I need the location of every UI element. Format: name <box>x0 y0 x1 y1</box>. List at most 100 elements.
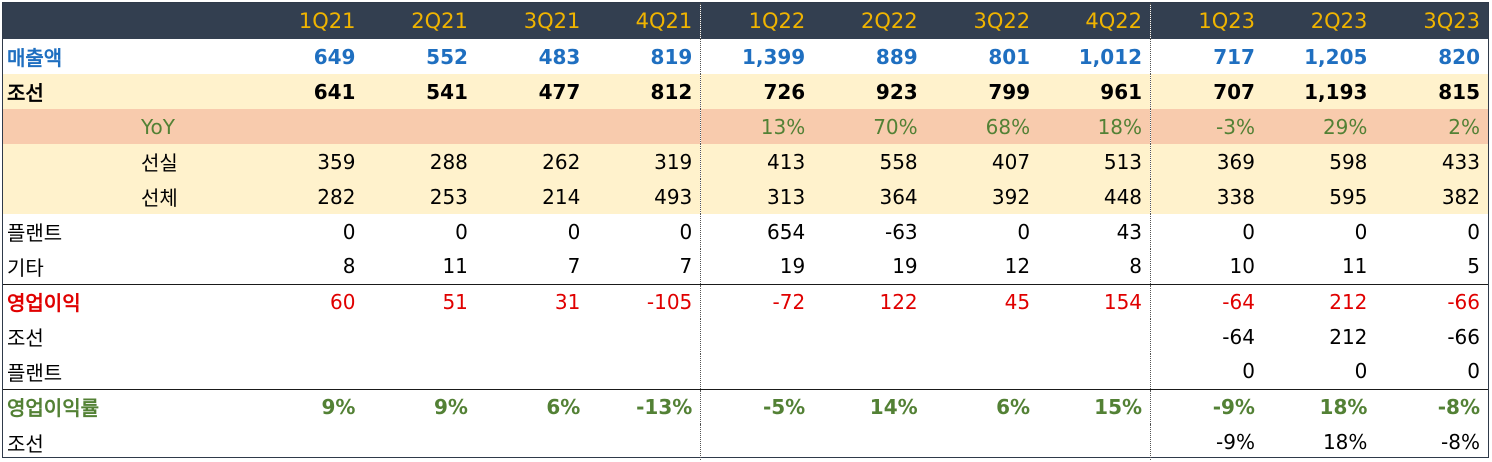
table-cell <box>1038 354 1152 389</box>
table-cell: 483 <box>538 44 581 69</box>
table-cell: 60 <box>251 283 364 319</box>
table-cell: 212 <box>1262 283 1376 319</box>
table-cell: 214 <box>475 179 589 214</box>
table-cell <box>926 424 1038 460</box>
row-label: 플랜트 <box>7 360 63 385</box>
table-cell <box>475 109 589 144</box>
table-cell: 15% <box>1038 388 1152 424</box>
table-cell: 641 <box>251 74 364 109</box>
table-cell: -8% <box>1441 430 1480 454</box>
table-cell: 288 <box>363 144 476 179</box>
table-cell: -3% <box>1150 109 1263 144</box>
table-cell: 1,399 <box>741 44 806 69</box>
table-cell: -105 <box>588 283 702 319</box>
header-cell: 2Q23 <box>1262 3 1376 39</box>
table-cell <box>363 354 475 389</box>
table-cell: -66 <box>1375 283 1488 319</box>
table-cell: 595 <box>1262 179 1376 214</box>
table-cell: -9% <box>1150 388 1263 424</box>
table-row-margin-shipbuilding: 조선 -9% 18% -8% <box>3 424 1488 460</box>
table-cell: 0 <box>1017 219 1031 244</box>
table-cell: 819 <box>588 39 702 74</box>
table-cell <box>926 319 1038 354</box>
table-cell <box>1038 319 1152 354</box>
table-cell: 14% <box>813 388 926 424</box>
table-cell: 212 <box>1329 324 1368 349</box>
row-label: 기타 <box>7 255 44 280</box>
table-cell: -64 <box>1150 283 1263 319</box>
table-cell: 0 <box>588 214 702 249</box>
table-cell: 433 <box>1375 144 1488 179</box>
table-cell: 815 <box>1375 74 1488 109</box>
table-cell <box>588 424 702 460</box>
table-cell: -9% <box>1216 430 1255 454</box>
row-label: 영업이익률 <box>3 388 252 424</box>
header-cell: 3Q23 <box>1375 3 1488 39</box>
row-label: 매출액 <box>7 46 63 70</box>
table-cell: 0 <box>342 219 356 244</box>
header-cell: 2Q22 <box>813 3 926 39</box>
table-cell: 9% <box>363 388 476 424</box>
table-row-cabin: 선실 359 288 262 319 413 558 407 513 369 5… <box>3 144 1488 179</box>
table-cell <box>363 109 476 144</box>
table-cell <box>476 319 588 354</box>
table-cell <box>1038 424 1152 460</box>
table-cell: 812 <box>588 74 702 109</box>
table-cell <box>813 319 925 354</box>
table-cell: 407 <box>925 144 1039 179</box>
table-cell: 0 <box>1354 219 1368 244</box>
table-cell: 1,012 <box>1038 39 1152 74</box>
table-cell: 799 <box>925 74 1039 109</box>
header-cell: 3Q22 <box>925 3 1039 39</box>
header-cell: 1Q21 <box>251 3 364 39</box>
table-row-operating-profit: 영업이익 60 51 31 -105 -72 122 45 154 -64 21… <box>3 283 1488 319</box>
table-cell: 31 <box>475 283 589 319</box>
table-cell: 9% <box>251 388 364 424</box>
table-cell: 8 <box>342 254 356 279</box>
table-row-op-shipbuilding: 조선 -64 212 -66 <box>3 319 1488 354</box>
table-body: 1Q21 2Q21 3Q21 4Q21 1Q22 2Q22 3Q22 4Q22 … <box>3 3 1488 460</box>
table-cell: 801 <box>988 44 1031 69</box>
table-row-op-plant: 플랜트 0 0 0 <box>3 354 1488 389</box>
row-label: 선체 <box>3 179 252 214</box>
table-cell: 726 <box>700 74 814 109</box>
table-cell: 18% <box>1322 430 1368 454</box>
table-cell <box>926 354 1038 389</box>
table-cell: 11 <box>1341 254 1368 279</box>
table-cell: 1,193 <box>1262 74 1376 109</box>
table-cell: 477 <box>475 74 589 109</box>
table-cell: 448 <box>1038 179 1152 214</box>
row-label: 조선 <box>7 431 44 456</box>
table-cell: 19 <box>779 254 806 279</box>
table-cell: 68% <box>925 109 1039 144</box>
table-cell <box>251 354 363 389</box>
table-cell: 313 <box>700 179 814 214</box>
table-cell: 319 <box>588 144 702 179</box>
table-cell: 552 <box>426 44 468 69</box>
table-row-revenue: 매출액 649 552 483 819 1,399 889 801 1,012 … <box>3 39 1488 74</box>
table-cell: -66 <box>1447 324 1480 349</box>
table-cell: 8 <box>1038 249 1152 284</box>
table-cell: -8% <box>1375 388 1488 424</box>
table-cell: 6% <box>925 388 1039 424</box>
table-cell: 12 <box>1004 254 1031 279</box>
table-cell <box>363 319 475 354</box>
table-cell <box>251 109 364 144</box>
table-cell <box>251 319 363 354</box>
table-cell: 820 <box>1438 44 1480 69</box>
table-cell: -5% <box>700 388 814 424</box>
table-cell: 598 <box>1262 144 1376 179</box>
table-cell: 2% <box>1375 109 1488 144</box>
table-cell <box>588 319 702 354</box>
header-cell <box>3 3 252 39</box>
table-cell: 0 <box>1354 359 1368 384</box>
table-cell: 369 <box>1150 144 1263 179</box>
table-cell: 122 <box>813 283 926 319</box>
table-row-plant: 플랜트 0 0 0 0 654 -63 0 43 0 0 0 <box>3 214 1488 249</box>
table-cell <box>813 424 925 460</box>
table-cell: 382 <box>1375 179 1488 214</box>
table-cell: 0 <box>567 219 581 244</box>
row-label: 영업이익 <box>3 283 252 319</box>
table-cell: 43 <box>1038 214 1152 249</box>
